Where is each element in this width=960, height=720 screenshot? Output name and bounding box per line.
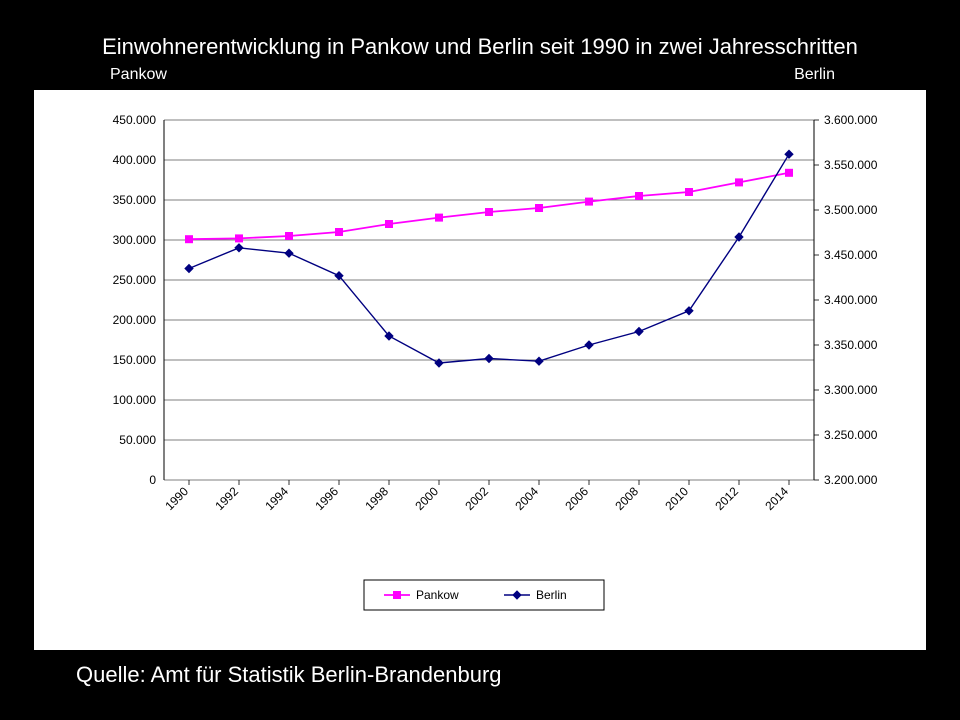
x-tick-label: 1998: [362, 484, 391, 513]
marker-diamond: [685, 307, 693, 315]
x-tick-label: 2004: [512, 484, 541, 513]
marker-square: [336, 229, 343, 236]
x-tick-label: 2002: [462, 484, 491, 513]
marker-diamond: [185, 265, 193, 273]
x-tick-label: 2006: [562, 484, 591, 513]
marker-square: [386, 221, 393, 228]
y-right-tick-label: 3.200.000: [824, 473, 878, 487]
marker-diamond: [535, 357, 543, 365]
y-left-tick-label: 450.000: [113, 113, 157, 127]
marker-diamond: [235, 244, 243, 252]
x-tick-label: 1990: [162, 484, 191, 513]
y-left-tick-label: 200.000: [113, 313, 157, 327]
y-right-tick-label: 3.350.000: [824, 338, 878, 352]
series-line-berlin: [189, 154, 789, 363]
x-tick-label: 1994: [262, 484, 291, 513]
y-left-tick-label: 150.000: [113, 353, 157, 367]
chart-svg: 0 50.000 100.000 150.000 200.000 250.000 300.0…: [34, 90, 926, 650]
axis-title-left: Pankow: [110, 66, 167, 84]
marker-square: [536, 205, 543, 212]
chart-title: Einwohnerentwicklung in Pankow und Berli…: [0, 34, 960, 60]
marker-square: [186, 236, 193, 243]
marker-diamond: [785, 150, 793, 158]
x-tick-label: 2012: [712, 484, 741, 513]
y-left-tick-label: 350.000: [113, 193, 157, 207]
y-left-tick-label: 0: [149, 473, 156, 487]
y-right-tick-label: 3.250.000: [824, 428, 878, 442]
marker-square: [736, 179, 743, 186]
x-tick-label: 2010: [662, 484, 691, 513]
y-right-tick-label: 3.550.000: [824, 158, 878, 172]
x-tick-label: 1992: [212, 484, 241, 513]
marker-square: [786, 169, 793, 176]
y-right-tick-label: 3.450.000: [824, 248, 878, 262]
marker-square: [686, 189, 693, 196]
marker-square: [636, 193, 643, 200]
y-left-tick-label: 100.000: [113, 393, 157, 407]
marker-diamond: [485, 355, 493, 363]
chart-panel: 0 50.000 100.000 150.000 200.000 250.000 300.0…: [34, 90, 926, 650]
marker-diamond: [585, 341, 593, 349]
marker-diamond: [635, 328, 643, 336]
marker-square: [236, 235, 243, 242]
y-left-tick-label: 50.000: [119, 433, 156, 447]
y-right-tick-label: 3.300.000: [824, 383, 878, 397]
source-caption: Quelle: Amt für Statistik Berlin-Branden…: [76, 662, 502, 688]
legend-label: Berlin: [536, 588, 567, 602]
y-left-tick-label: 250.000: [113, 273, 157, 287]
y-right-tick-label: 3.600.000: [824, 113, 878, 127]
x-tick-label: 2000: [412, 484, 441, 513]
marker-diamond: [285, 249, 293, 257]
x-tick-label: 1996: [312, 484, 341, 513]
y-left-tick-label: 300.000: [113, 233, 157, 247]
marker-square: [436, 214, 443, 221]
marker-square: [486, 209, 493, 216]
legend-label: Pankow: [416, 588, 459, 602]
x-tick-label: 2008: [612, 484, 641, 513]
marker-square: [586, 198, 593, 205]
x-tick-label: 2014: [762, 484, 791, 513]
page-root: Einwohnerentwicklung in Pankow und Berli…: [0, 0, 960, 720]
marker-square: [286, 233, 293, 240]
axis-title-right: Berlin: [794, 66, 835, 84]
series-line-pankow: [189, 173, 789, 239]
y-left-tick-label: 400.000: [113, 153, 157, 167]
marker-square: [394, 592, 401, 599]
y-right-tick-label: 3.500.000: [824, 203, 878, 217]
y-right-tick-label: 3.400.000: [824, 293, 878, 307]
